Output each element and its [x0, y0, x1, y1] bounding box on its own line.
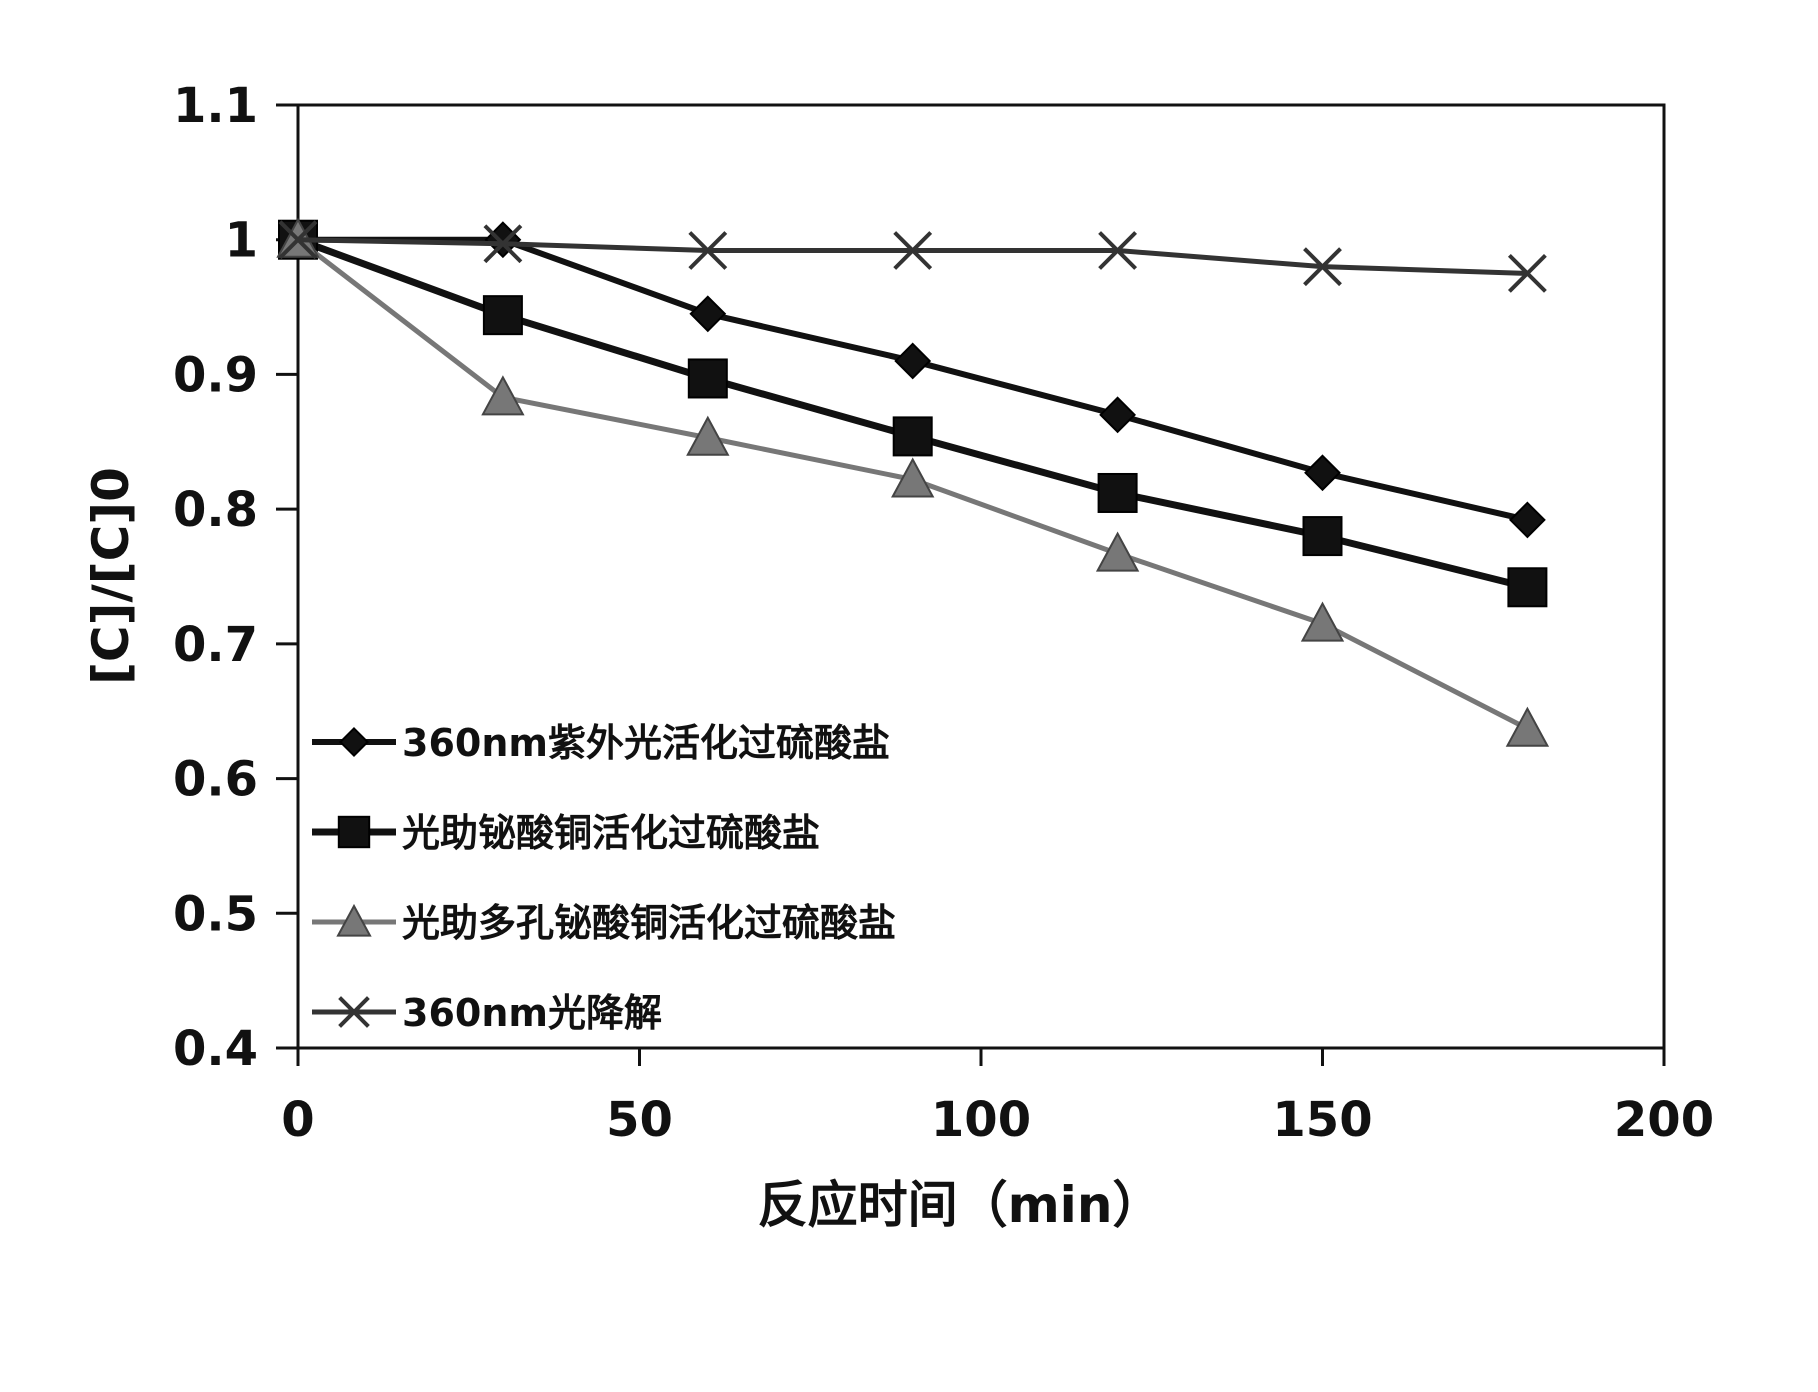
series-0: [279, 221, 1546, 539]
data-point: [482, 295, 523, 336]
y-tick-label: 0.9: [173, 347, 258, 403]
legend-marker: [337, 815, 371, 849]
legend-label: 光助铋酸铜活化过硫酸盐: [402, 811, 820, 855]
legend-item-0: 360nm紫外光活化过硫酸盐: [312, 721, 890, 765]
data-point: [1304, 454, 1341, 492]
y-tick-label: 1.1: [173, 78, 258, 134]
data-point: [1303, 247, 1342, 287]
data-point: [893, 231, 933, 270]
data-point: [894, 342, 932, 380]
legend-label: 360nm紫外光活化过硫酸盐: [402, 721, 890, 765]
y-tick-label: 0.5: [173, 886, 258, 942]
legend-marker: [336, 903, 372, 937]
y-tick-label: 0.6: [173, 752, 258, 808]
legend-item-2: 光助多孔铋酸铜活化过硫酸盐: [312, 901, 896, 945]
x-tick-label: 100: [931, 1092, 1031, 1148]
data-point: [891, 457, 935, 498]
legend-label: 360nm光降解: [402, 991, 662, 1035]
y-axis-title: [C]/[C]0: [82, 467, 140, 685]
x-tick-label: 150: [1272, 1092, 1372, 1148]
y-tick-label: 0.4: [173, 1021, 258, 1077]
data-point: [1098, 231, 1138, 270]
data-point: [686, 415, 730, 456]
x-tick-label: 200: [1614, 1092, 1714, 1148]
data-point: [1507, 253, 1547, 293]
data-point: [892, 416, 933, 457]
x-axis-title: 反应时间（min）: [758, 1176, 1163, 1234]
series-3: [278, 220, 1547, 293]
y-tick-label: 0.8: [173, 482, 258, 538]
x-tick-label: 0: [281, 1092, 314, 1148]
data-point: [483, 224, 523, 264]
data-point: [278, 220, 318, 260]
series-line: [297, 237, 1528, 276]
data-point: [1302, 516, 1343, 557]
legend-marker: [338, 996, 370, 1028]
data-point: [689, 295, 727, 333]
legend-item-1: 光助铋酸铜活化过硫酸盐: [312, 811, 820, 855]
series-layer: [276, 217, 1550, 747]
legend-item-3: 360nm光降解: [312, 991, 662, 1035]
legend-label: 光助多孔铋酸铜活化过硫酸盐: [402, 901, 896, 945]
data-point: [688, 231, 728, 270]
data-point: [1099, 396, 1137, 434]
data-point: [481, 375, 525, 416]
data-point: [1095, 531, 1140, 572]
data-point: [1505, 706, 1550, 747]
data-point: [484, 221, 522, 259]
x-axis: 0 50 100 150 200: [281, 1048, 1714, 1148]
y-tick-label: 1: [225, 213, 258, 269]
data-point: [1097, 472, 1138, 513]
data-point: [687, 358, 728, 399]
y-tick-label: 0.7: [173, 617, 258, 673]
data-point: [1508, 501, 1546, 539]
data-point: [1507, 567, 1548, 608]
legend-marker: [338, 726, 370, 758]
series-1: [278, 219, 1548, 608]
data-point: [1300, 601, 1345, 642]
x-tick-label: 50: [606, 1092, 673, 1148]
y-axis: 0.4 0.5 0.6 0.7 0.8 0.9 1 1.1: [173, 78, 298, 1077]
